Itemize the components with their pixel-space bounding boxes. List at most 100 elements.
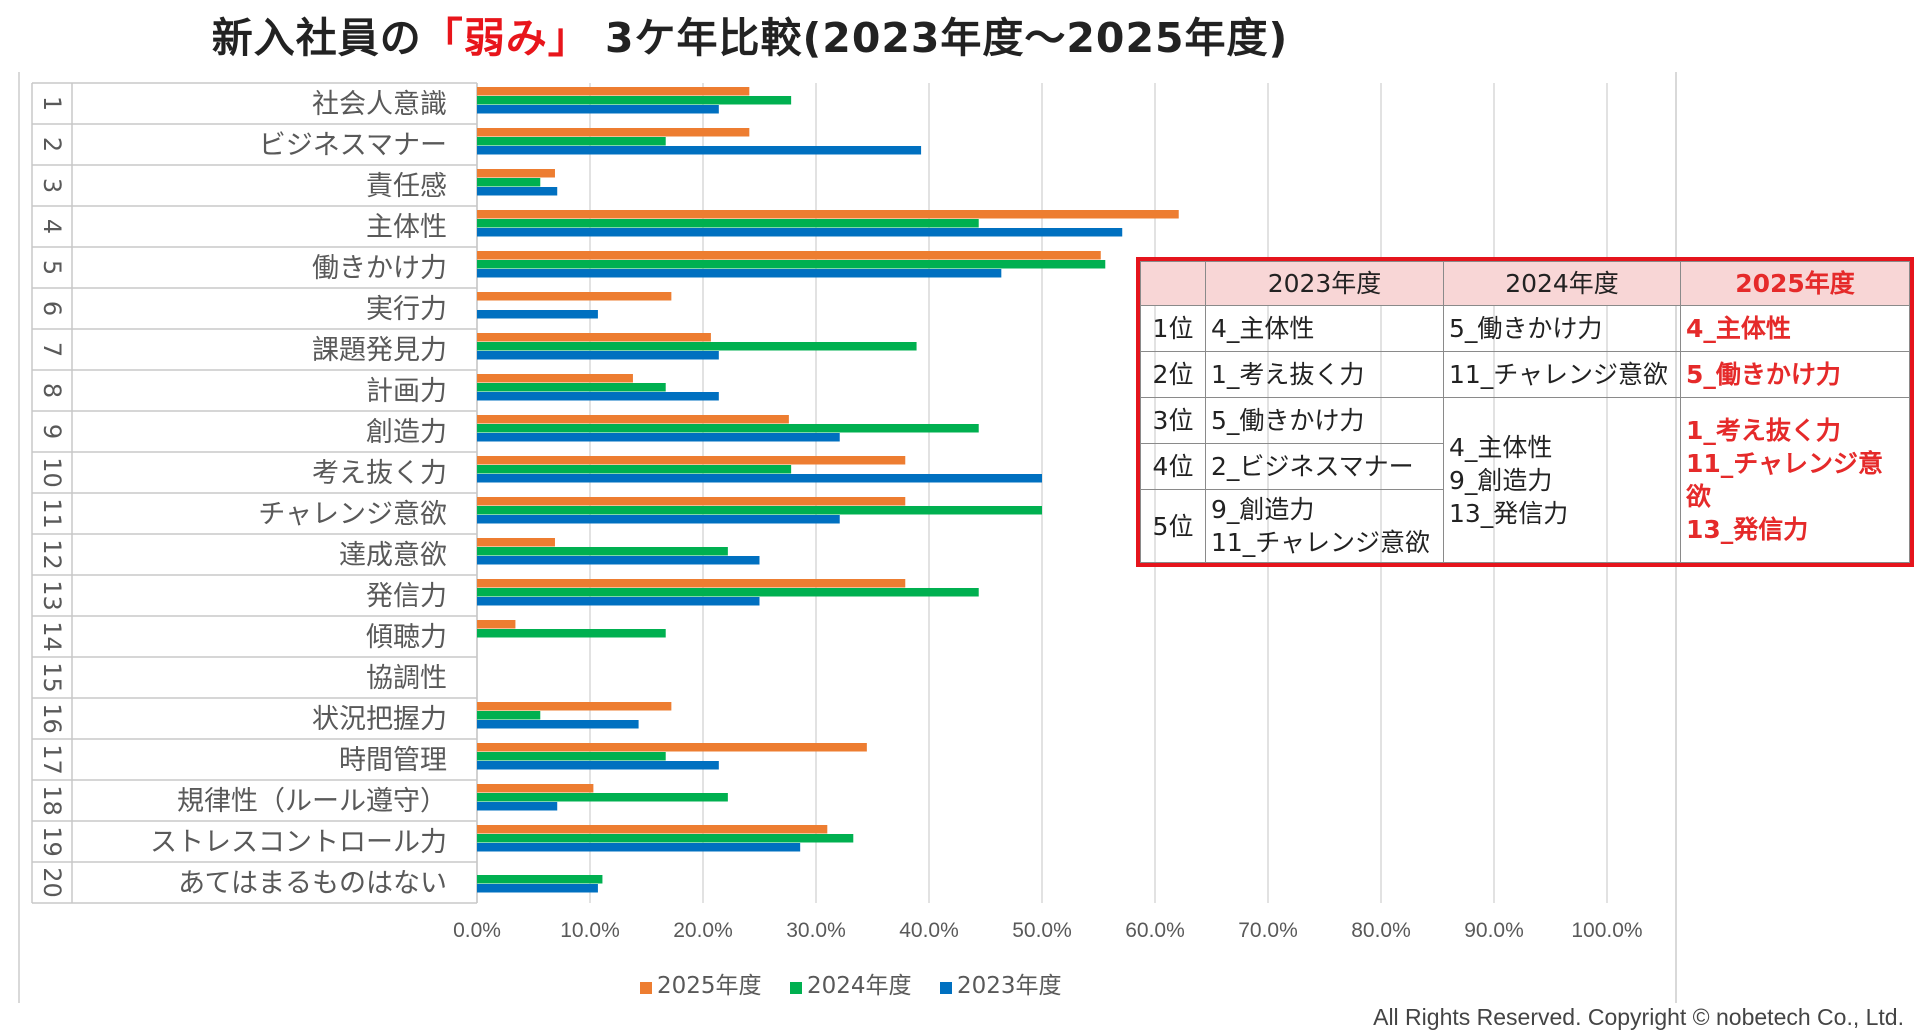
bar-2023年度 — [477, 392, 719, 401]
bar-2023年度 — [477, 474, 1042, 483]
x-tick-label: 80.0% — [1351, 919, 1411, 942]
bar-2025年度 — [477, 538, 555, 547]
bar-2024年度 — [477, 875, 603, 884]
category-number: 5 — [38, 260, 66, 275]
ranking-header-2023: 2023年度 — [1205, 261, 1444, 306]
rank-3: 3位 — [1140, 397, 1206, 444]
category-number: 12 — [38, 539, 66, 570]
rank-2025-1: 4_主体性 — [1680, 305, 1910, 352]
bar-2024年度 — [477, 137, 666, 146]
ranking-header-2025: 2025年度 — [1680, 261, 1910, 306]
rank-4: 4位 — [1140, 443, 1206, 490]
category-number: 15 — [38, 662, 66, 693]
rank-2024-tied: 4_主体性 9_創造力 13_発信力 — [1443, 397, 1681, 563]
bar-2024年度 — [477, 219, 979, 228]
chart-legend: 2025年度 2024年度 2023年度 — [640, 973, 1062, 999]
category-number: 8 — [38, 383, 66, 398]
ranking-table: 2023年度 2024年度 2025年度 1位 4_主体性 5_働きかけ力 4_… — [1136, 257, 1914, 567]
category-label: 責任感 — [366, 171, 447, 202]
bar-2023年度 — [477, 515, 840, 524]
category-number: 6 — [38, 301, 66, 316]
bar-2024年度 — [477, 752, 666, 761]
category-label: 働きかけ力 — [312, 253, 447, 284]
ranking-header-2024: 2024年度 — [1443, 261, 1681, 306]
bar-2025年度 — [477, 87, 750, 96]
bar-2025年度 — [477, 128, 750, 137]
legend-label: 2023年度 — [957, 973, 1062, 999]
bar-2025年度 — [477, 169, 555, 178]
category-label: ストレスコントロール力 — [150, 827, 447, 858]
rank-2024-tied-a: 4_主体性 — [1449, 432, 1553, 462]
chart-title: 新入社員の「弱み」 3ケ年比較(2023年度～2025年度) — [0, 4, 1500, 64]
category-number: 7 — [38, 342, 66, 357]
rank-2025-tied-a: 1_考え抜く力 — [1686, 416, 1841, 445]
category-label: 主体性 — [366, 212, 447, 243]
x-tick-label: 100.0% — [1571, 919, 1642, 942]
rank-2025-tied-b: 11_チャレンジ意欲 — [1686, 449, 1884, 511]
rank-2024-2: 11_チャレンジ意欲 — [1443, 351, 1681, 398]
bar-2025年度 — [477, 702, 672, 711]
bar-2025年度 — [477, 825, 828, 834]
category-number: 17 — [38, 744, 66, 775]
category-label: 社会人意識 — [312, 89, 447, 120]
category-number: 16 — [38, 703, 66, 734]
category-label: 創造力 — [366, 417, 447, 448]
title-suffix: 3ケ年比較(2023年度～2025年度) — [589, 14, 1289, 62]
category-number: 4 — [38, 219, 66, 234]
bar-2023年度 — [477, 761, 719, 770]
bar-2023年度 — [477, 843, 801, 852]
x-tick-label: 20.0% — [673, 919, 733, 942]
legend-label: 2024年度 — [807, 973, 912, 999]
bar-2024年度 — [477, 506, 1042, 515]
bar-2023年度 — [477, 556, 760, 565]
category-label: チャレンジ意欲 — [258, 499, 447, 530]
category-label: 達成意欲 — [339, 540, 447, 571]
category-number: 3 — [38, 178, 66, 193]
copyright-notice: All Rights Reserved. Copyright © nobetec… — [1373, 1004, 1904, 1030]
category-label: 規律性（ルール遵守） — [177, 786, 447, 817]
x-tick-label: 50.0% — [1012, 919, 1072, 942]
category-label: 時間管理 — [339, 745, 447, 776]
rank-2025-tied-c: 13_発信力 — [1686, 515, 1809, 544]
legend-item: 2023年度 — [940, 973, 1062, 999]
bar-2023年度 — [477, 105, 719, 114]
legend-swatch — [790, 982, 802, 994]
category-label: 傾聴力 — [366, 622, 447, 653]
category-number: 14 — [38, 621, 66, 652]
legend-swatch — [940, 982, 952, 994]
bar-2025年度 — [477, 374, 633, 383]
category-label: 計画力 — [366, 376, 447, 407]
bar-2024年度 — [477, 465, 792, 474]
bar-2024年度 — [477, 547, 728, 556]
rank-2025-2: 5_働きかけ力 — [1680, 351, 1910, 398]
x-axis-ticks: 0.0% 10.0% 20.0% 30.0% 40.0% 50.0% 60.0% 70.0% 8… — [453, 919, 1643, 942]
category-label: ビジネスマナー — [259, 130, 447, 161]
category-number: 10 — [38, 457, 66, 488]
x-tick-label: 60.0% — [1125, 919, 1185, 942]
bar-2023年度 — [477, 884, 598, 893]
bar-2025年度 — [477, 251, 1101, 260]
bar-2024年度 — [477, 711, 541, 720]
bar-2025年度 — [477, 456, 906, 465]
x-tick-label: 90.0% — [1464, 919, 1524, 942]
rank-2023-4: 2_ビジネスマナー — [1205, 443, 1444, 490]
rank-2023-2: 1_考え抜く力 — [1205, 351, 1444, 398]
bar-2025年度 — [477, 784, 594, 793]
category-label: 協調性 — [366, 663, 447, 694]
category-number: 9 — [38, 424, 66, 439]
ranking-header-blank — [1140, 261, 1206, 306]
bar-2024年度 — [477, 588, 979, 597]
bar-2023年度 — [477, 351, 719, 360]
bar-2025年度 — [477, 292, 672, 301]
bar-2025年度 — [477, 579, 906, 588]
bar-2024年度 — [477, 834, 854, 843]
x-tick-label: 10.0% — [560, 919, 620, 942]
category-number: 11 — [38, 498, 66, 529]
bar-2024年度 — [477, 260, 1106, 269]
bar-2025年度 — [477, 620, 516, 629]
bar-2025年度 — [477, 333, 711, 342]
category-number: 2 — [38, 137, 66, 152]
category-label: あてはまるものはない — [178, 868, 447, 899]
legend-item: 2025年度 — [640, 973, 762, 999]
